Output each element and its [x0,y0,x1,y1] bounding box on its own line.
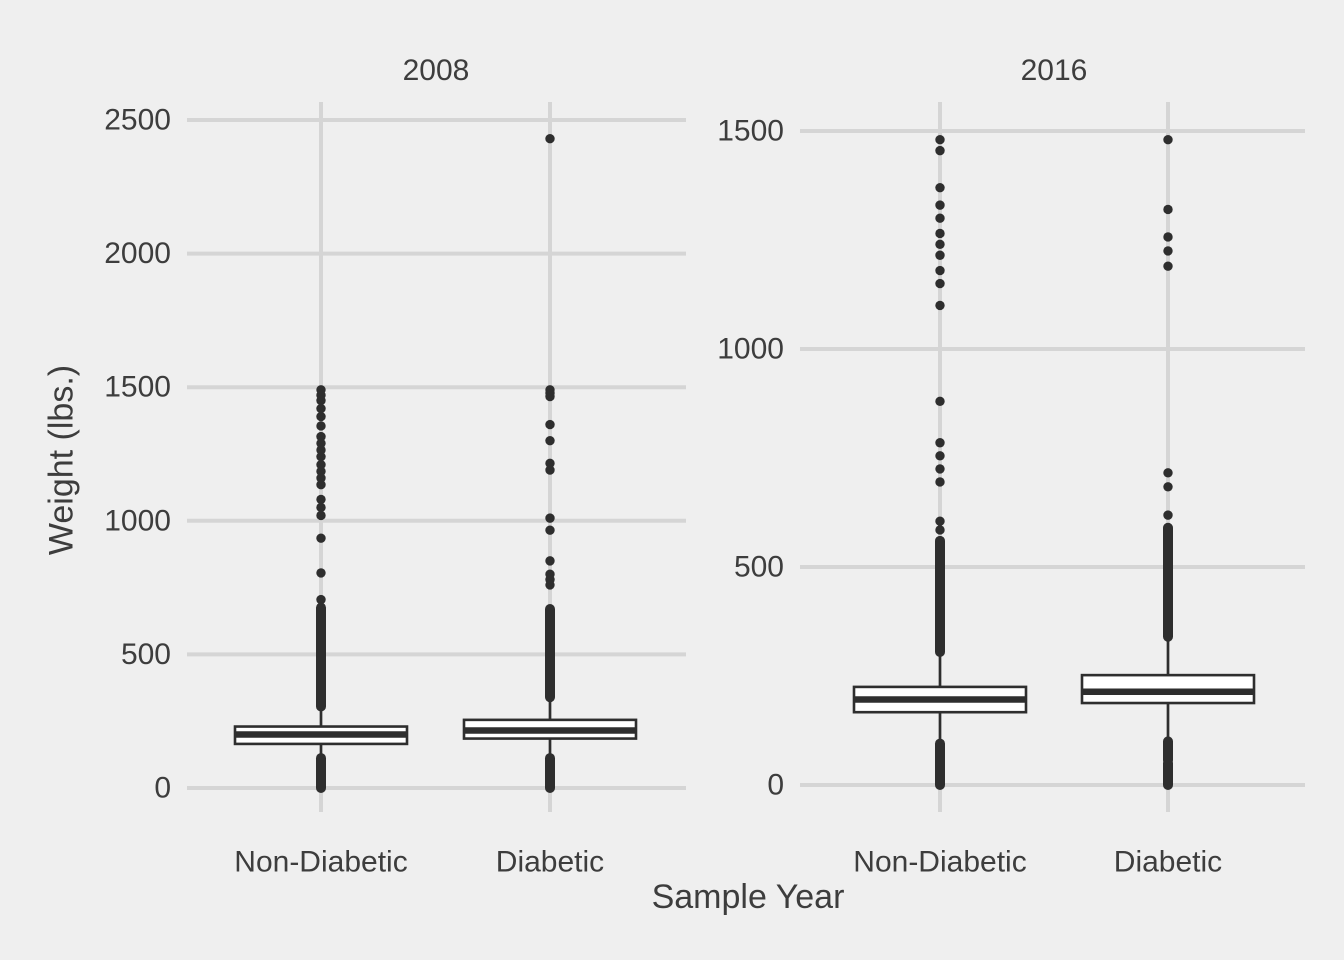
outlier-point [316,510,326,521]
outlier-point [935,438,945,448]
outlier-point [1163,261,1173,271]
outlier-point [316,451,326,462]
outlier-point [316,473,326,483]
outlier-point [1163,204,1173,215]
outlier-point [316,502,326,513]
outlier-point [935,265,945,276]
ytick-label: 1500 [104,371,171,404]
outlier-point [935,525,945,535]
ytick-label: 500 [121,638,171,671]
outlier-point [316,403,326,414]
outlier-point [316,421,326,431]
outlier-point [935,213,945,223]
category-label: Non-Diabetic [234,846,407,879]
outlier-point [316,411,326,422]
ytick-label: 1500 [717,115,784,148]
outlier-point [316,459,326,470]
facet-title-2008: 2008 [402,54,470,87]
outlier-point [935,145,945,156]
category-label: Diabetic [1114,846,1222,879]
y-axis-label: Weight (lbs.) [42,364,81,556]
outlier-point [316,533,326,543]
outlier-point [1163,482,1173,492]
outlier-point [935,464,945,474]
outlier-point [316,438,326,449]
x-axis-label: Sample Year [651,878,845,916]
outlier-point [1163,246,1173,256]
outlier-point [316,568,326,578]
outlier-point [935,228,945,239]
outlier-point [545,134,555,144]
outlier-point [935,477,945,487]
outlier-point [935,182,945,193]
outlier-point [1163,468,1173,478]
ytick-label: 2500 [104,104,171,137]
ytick-label: 500 [734,551,784,584]
outlier-point [316,480,326,490]
outlier-point [545,569,555,579]
outlier-point [316,385,326,395]
outlier-point [1163,510,1173,520]
outlier-point [316,431,326,442]
outlier-point [316,466,326,477]
ytick-label: 1000 [104,504,171,537]
outlier-point [935,250,945,260]
outlier-point [316,445,326,455]
facet-title-2016: 2016 [1020,54,1088,87]
outlier-point [545,435,555,446]
outlier-point [545,465,555,475]
outlier-point [935,451,945,461]
outlier-point [545,525,555,535]
outlier-point [545,385,555,395]
outlier-point [316,594,326,605]
outlier-point [935,396,945,407]
outlier-point [545,556,555,566]
outlier-point [935,200,945,210]
outlier-point [545,458,555,469]
ytick-label: 0 [767,769,784,802]
outlier-point [935,516,945,526]
outlier-point [316,494,326,505]
outlier-point [935,239,945,250]
category-label: Non-Diabetic [853,846,1026,879]
ytick-label: 0 [154,772,171,805]
outlier-point [1163,232,1173,242]
outlier-point [935,278,945,289]
ytick-label: 1000 [717,333,784,366]
category-label: Diabetic [496,846,604,879]
outlier-point [545,513,555,523]
ytick-label: 2000 [104,237,171,270]
outlier-point [1163,135,1173,145]
outlier-point [545,419,555,430]
outlier-point [935,300,945,311]
outlier-point [935,135,945,145]
